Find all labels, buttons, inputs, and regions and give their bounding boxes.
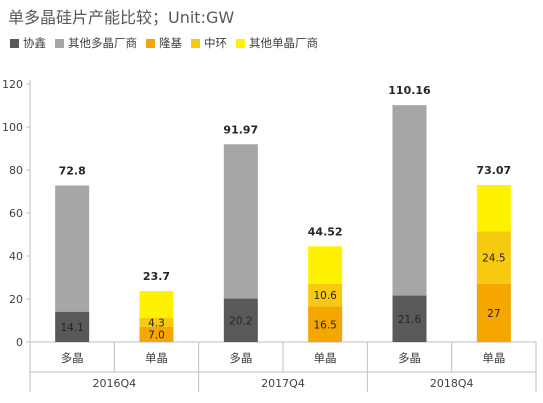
bar-segment-2-1 [223,144,258,299]
group-label-2017Q4: 2017Q4 [261,377,305,390]
data-label-5-3: 24.5 [482,253,505,265]
y-tick-label-120: 120 [2,78,23,91]
legend-swatch-longi [146,38,155,48]
legend-item-zhonghuan: 中环 [191,35,227,51]
data-label-0-0: 14.1 [60,322,83,334]
chart-title: 单多晶硅片产能比较；Unit:GW [8,8,235,27]
legend-swatch-xiexin [10,38,19,48]
total-label-4: 110.16 [388,84,431,97]
legend-item-longi: 隆基 [146,35,182,51]
x-tick-label-3: 单晶 [314,351,337,365]
x-tick-label-1: 单晶 [145,351,168,365]
data-label-3-2: 16.5 [313,319,336,331]
total-label-0: 72.8 [59,164,86,177]
y-tick-label-60: 60 [9,207,23,220]
total-label-5: 73.07 [476,164,511,177]
y-tick-label-100: 100 [2,121,23,134]
legend-item-other-mono: 其他单晶厂商 [236,35,318,51]
bar-segment-5-3 [476,231,511,284]
x-tick-label-5: 单晶 [482,351,505,365]
legend-item-other-multi: 其他多晶厂商 [55,35,137,51]
bar-segment-4-0 [392,295,427,342]
total-label-3: 44.52 [308,225,343,238]
chart-legend: 协鑫 其他多晶厂商 隆基 中环 其他单晶厂商 [10,35,327,51]
data-label-5-2: 27 [487,308,500,320]
x-tick-label-2: 多晶 [229,351,252,365]
bar-segment-3-3 [308,283,343,307]
legend-item-xiexin: 协鑫 [10,35,46,51]
y-tick-label-20: 20 [9,293,23,306]
x-tick-label-4: 多晶 [398,351,421,365]
total-label-2: 91.97 [223,123,258,136]
data-label-2-0: 20.2 [229,315,252,327]
bar-segment-1-2 [139,326,174,342]
bar-segment-3-4 [308,246,343,284]
y-tick-label-0: 0 [16,336,23,349]
x-tick-label-0: 多晶 [61,351,84,365]
legend-swatch-other-multi [55,38,64,48]
y-tick-label-80: 80 [9,164,23,177]
legend-swatch-zhonghuan [191,38,200,48]
bar-segment-0-0 [55,311,90,342]
group-label-2018Q4: 2018Q4 [430,377,474,390]
bar-segment-5-4 [476,184,511,232]
data-label-1-3: 4.3 [148,317,165,329]
legend-label-other-multi: 其他多晶厂商 [68,36,137,50]
bar-segment-4-1 [392,105,427,296]
total-label-1: 23.7 [143,270,170,283]
bar-segment-3-2 [308,306,343,342]
group-label-2016Q4: 2016Q4 [93,377,137,390]
bar-segment-2-0 [223,298,258,342]
data-label-4-0: 21.6 [398,314,422,326]
bar-segment-0-1 [55,185,90,312]
legend-label-zhonghuan: 中环 [204,36,227,50]
legend-label-xiexin: 协鑫 [23,36,46,50]
bar-segment-1-4 [139,291,174,318]
legend-label-other-mono: 其他单晶厂商 [249,36,318,50]
bar-segment-1-3 [139,317,174,327]
data-label-3-3: 10.6 [313,290,337,302]
legend-label-longi: 隆基 [159,36,182,50]
y-tick-label-40: 40 [9,250,23,263]
legend-swatch-other-mono [236,38,245,48]
bar-segment-5-2 [476,283,511,342]
data-label-1-2: 7.0 [148,329,165,341]
